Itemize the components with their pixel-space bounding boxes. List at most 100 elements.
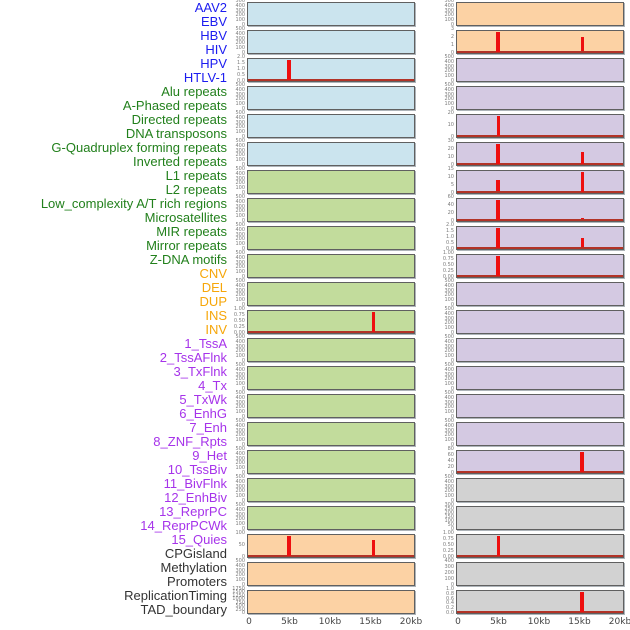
y-axis-tick-label: 0.00: [442, 554, 454, 560]
track-panel: [247, 2, 415, 26]
y-axis-tick-label: 200: [444, 96, 454, 103]
track-panel: [247, 226, 415, 250]
y-axis-tick-label: 250: [444, 506, 454, 512]
y-axis-tick-label: 0: [450, 190, 454, 196]
track-label: 11_BivFlnk: [163, 476, 227, 491]
track-label: 12_EnhBiv: [164, 490, 227, 505]
y-axis-tick-label: 500: [235, 418, 245, 424]
track-panel: [456, 478, 624, 502]
track-panel: [247, 58, 415, 82]
y-axis-tick-label: 400: [235, 366, 245, 373]
track-label: DEL: [201, 280, 227, 295]
track-label: Methylation: [160, 560, 227, 575]
signal-spike: [496, 179, 500, 192]
signal-baseline: [248, 78, 414, 81]
y-axis-tick-label: 0.25: [233, 324, 245, 330]
track-panel: [247, 170, 415, 194]
y-axis-tick-label: 100: [235, 297, 245, 304]
y-axis-tick-label: 300: [235, 259, 245, 266]
track-label: INS: [205, 308, 227, 323]
track-panel: [456, 422, 624, 446]
y-axis-tick-label: 300: [235, 91, 245, 98]
track-label: MIR repeats: [156, 224, 227, 239]
y-axis-tick-label: 200: [444, 432, 454, 439]
y-axis-tick-label: 750: [235, 599, 245, 606]
y-axis-tick-label: 1000: [232, 596, 245, 603]
y-axis-tick-label: 400: [235, 114, 245, 121]
y-axis-tick-label: 0: [241, 218, 245, 224]
y-axis-tick-label: 300: [235, 399, 245, 406]
y-axis-tick-label: 100: [235, 17, 245, 24]
y-axis-tick-label: 500: [235, 334, 245, 340]
y-axis-tick-label: 100: [444, 437, 454, 444]
signal-spike: [287, 535, 291, 556]
y-axis-tick-label: 400: [444, 282, 454, 289]
y-axis-tick-label: 400: [235, 30, 245, 37]
y-axis-tick-label: 30: [447, 138, 454, 144]
y-axis-tick-label: 500: [235, 222, 245, 228]
y-axis-tick-label: 10: [447, 154, 454, 160]
track-panel: [247, 478, 415, 502]
y-axis-tick-label: 0.0: [446, 246, 454, 252]
track-panel: [456, 590, 624, 614]
y-axis-tick-label: 500: [444, 418, 454, 424]
y-axis-tick-label: 1.0: [446, 586, 454, 592]
y-axis-tick-label: 400: [235, 282, 245, 289]
signal-baseline: [457, 470, 623, 473]
signal-spike: [496, 143, 500, 164]
signal-spike: [496, 535, 500, 556]
y-axis-tick-label: 400: [235, 226, 245, 233]
signal-spike: [580, 37, 584, 52]
y-axis-tick-label: 0.50: [233, 318, 245, 324]
y-axis-tick-label: 0.50: [442, 262, 454, 268]
y-axis-tick-label: 200: [235, 208, 245, 215]
y-axis-tick-label: 100: [444, 73, 454, 80]
y-axis-tick-label: 0: [450, 358, 454, 364]
y-axis-tick-label: 0.50: [442, 542, 454, 548]
y-axis-tick-label: 200: [235, 572, 245, 579]
y-axis-tick-label: 500: [235, 390, 245, 396]
y-axis-tick-label: 60: [447, 194, 454, 200]
y-axis-tick-label: 300: [235, 7, 245, 14]
y-axis-tick-label: 200: [444, 570, 454, 576]
signal-baseline: [248, 330, 414, 333]
track-label: Z-DNA motifs: [149, 252, 227, 267]
y-axis-tick-label: 0.5: [446, 240, 454, 246]
y-axis-tick-label: 0: [450, 162, 454, 168]
y-axis-tick-label: 200: [235, 12, 245, 19]
signal-baseline: [457, 274, 623, 277]
track-panel: [456, 534, 624, 558]
track-label: 15_Quies: [171, 532, 227, 547]
y-axis-tick-label: 1500: [232, 589, 245, 596]
y-axis-tick-label: 0: [450, 22, 454, 28]
y-axis-tick-label: 300: [444, 502, 454, 508]
signal-spike: [496, 31, 500, 52]
y-axis-tick-label: 200: [444, 488, 454, 495]
y-axis-tick-label: 500: [235, 558, 245, 564]
y-axis-tick-label: 20: [447, 210, 454, 216]
y-axis-tick-label: 300: [235, 427, 245, 434]
y-axis-tick-label: 400: [444, 422, 454, 429]
track-panel: [456, 142, 624, 166]
y-axis-tick-label: 100: [235, 185, 245, 192]
signal-spike: [580, 171, 584, 192]
y-axis-tick-label: 0.2: [446, 605, 454, 612]
y-axis-tick-label: 0.75: [442, 536, 454, 542]
y-axis-tick-label: 200: [444, 376, 454, 383]
y-axis-tick-label: 500: [235, 278, 245, 284]
y-axis-tick-label: 200: [444, 320, 454, 327]
y-axis-tick-label: 500: [444, 390, 454, 396]
track-panel: [456, 198, 624, 222]
track-panel: [247, 422, 415, 446]
y-axis-tick-label: 0: [241, 582, 245, 588]
y-axis-tick-label: 500: [235, 82, 245, 88]
y-axis-tick-label: 0.00: [233, 330, 245, 336]
track-label: 7_Enh: [189, 420, 227, 435]
x-axis-tick-label: 0: [246, 617, 252, 627]
y-axis-tick-label: 400: [235, 170, 245, 177]
track-panel: [456, 282, 624, 306]
y-axis-tick-label: 200: [444, 510, 454, 516]
y-axis-tick-label: 1: [450, 42, 454, 48]
track-label: HIV: [205, 42, 227, 57]
y-axis-tick-label: 200: [235, 488, 245, 495]
